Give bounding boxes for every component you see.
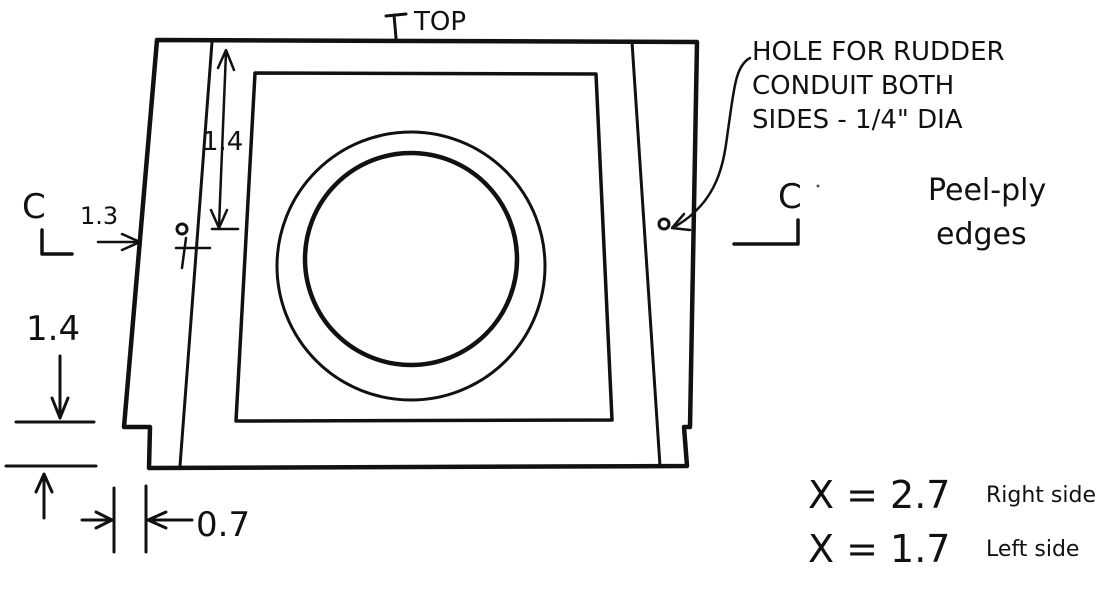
inner-ring [302,150,520,368]
hole-note-leader [674,56,752,228]
peel-ply-line2: edges [936,217,1027,252]
right-conduit-hole [657,217,671,231]
dim-hole-from-edge: 1.3 [80,202,118,230]
section-mark-left: C [22,187,46,227]
bulkhead-outline [121,37,700,471]
dim-notch-width-arrow-left [80,510,114,530]
top-label: TOP [413,7,466,37]
x-right-value: X = 2.7 [808,473,950,517]
left-conduit-hole [175,222,189,236]
hole-note-line2: CONDUIT BOTH [752,71,954,101]
dim-top-to-hole-line [217,50,228,228]
dim-notch-width-arrow-right [146,510,194,530]
dim-notch-height-arrowhead-top [50,396,70,420]
x-right-side: Right side [986,483,1096,508]
dim-notch-height-arrowhead-bottom [34,472,54,494]
section-mark-right: C [778,177,802,217]
peel-ply-line1: Peel-ply [928,173,1046,208]
hole-note-line1: HOLE FOR RUDDER [752,37,1005,67]
left-strip-line [178,40,214,468]
dim-notch-height: 1.4 [26,309,80,349]
outer-ring [275,130,547,402]
dim-top-arrow [216,48,236,72]
x-left-value: X = 1.7 [808,527,950,571]
x-left-side: Left side [986,537,1079,562]
right-strip-line [630,40,662,468]
section-right-bracket [732,218,800,246]
dim-notch-width: 0.7 [196,505,250,545]
inner-frame [234,71,614,423]
pencil-speck [816,184,820,188]
hole-note-line3: SIDES - 1/4" DIA [752,105,963,135]
section-left-bracket [40,228,74,256]
centerline-marker [384,12,408,40]
dim-hole-from-top: 1.4 [202,127,243,157]
left-hole-crosshair [174,236,212,270]
hole-note-arrow [670,212,692,232]
dim-edge-arrow [120,232,142,252]
